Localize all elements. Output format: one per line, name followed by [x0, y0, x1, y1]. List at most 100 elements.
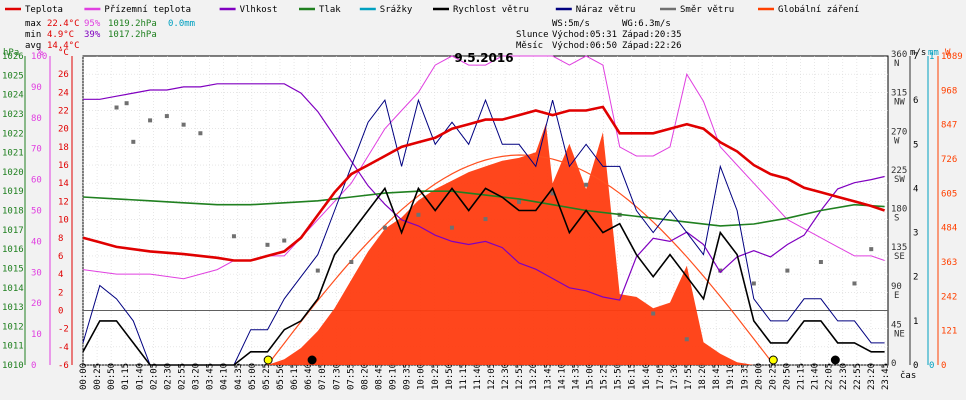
legend-label: Přízemní teplota — [104, 5, 191, 15]
direction-point — [282, 238, 287, 243]
x-tick-label: 20:25 — [768, 363, 778, 390]
direction-point — [483, 217, 488, 222]
hpa-tick-label: 1025 — [2, 71, 24, 81]
sun-rise-info: Východ:05:31 — [552, 30, 617, 40]
direction-point — [684, 337, 689, 342]
wind-tick-label: 6 — [913, 96, 918, 106]
x-tick-label: 14:10 — [557, 363, 567, 390]
x-tick-label: 11:15 — [459, 363, 469, 390]
legend-label: Teplota — [25, 5, 63, 15]
x-tick-label: 12:55 — [515, 363, 525, 390]
wind-tick-label: 7 — [913, 52, 918, 62]
direction-point — [198, 131, 203, 136]
x-tick-label: 23:45 — [881, 363, 891, 390]
humidity-tick-label: 90 — [31, 83, 42, 93]
wind-ws-info: WS:5m/s — [552, 19, 590, 29]
hpa-tick-label: 1022 — [2, 129, 24, 139]
x-tick-label: 22:30 — [839, 363, 849, 390]
direction-point — [869, 247, 874, 252]
wind-unit-label: m/s — [910, 48, 926, 58]
x-tick-label: 06:40 — [304, 363, 314, 390]
temp-tick-label: 0 — [58, 306, 63, 316]
series-tlak — [82, 190, 885, 227]
x-tick-label: 12:05 — [487, 363, 497, 390]
stat-max-press: 1019.2hPa — [108, 19, 157, 29]
x-tick-label: 05:50 — [276, 363, 286, 390]
hpa-tick-label: 1014 — [2, 284, 24, 294]
radiation-tick-label: 121 — [941, 327, 957, 337]
x-tick-label: 09:10 — [389, 363, 399, 390]
x-tick-label: 14:35 — [571, 363, 581, 390]
stat-min-press: 1017.2hPa — [108, 30, 157, 40]
x-tick-label: 23:20 — [867, 363, 877, 390]
sunset-marker — [768, 355, 778, 365]
x-tick-label: 22:55 — [853, 363, 863, 390]
legend-label: Globální záření — [778, 5, 859, 15]
radiation-tick-label: 484 — [941, 224, 957, 234]
direction-tick-label: 315 — [891, 89, 907, 99]
direction-point — [114, 105, 119, 110]
legend-label: Směr větru — [680, 5, 734, 15]
x-tick-label: 03:20 — [192, 363, 202, 390]
direction-point — [751, 281, 756, 286]
x-tick-label: 12:30 — [501, 363, 511, 390]
hpa-tick-label: 1026 — [2, 52, 24, 62]
humidity-tick-label: 20 — [31, 299, 42, 309]
x-tick-label: 10:50 — [445, 363, 455, 390]
x-tick-label: 02:55 — [177, 363, 187, 390]
x-tick-label: 05:00 — [248, 363, 258, 390]
stat-max-label: max — [25, 19, 42, 29]
direction-tick-label: 270 — [891, 127, 907, 137]
chart-title: 9.5.2016 — [454, 51, 513, 65]
hpa-unit-label: hPa — [3, 48, 19, 58]
x-tick-label: 07:55 — [346, 363, 356, 390]
temp-tick-label: 2 — [58, 288, 63, 298]
x-tick-label: 11:40 — [473, 363, 483, 390]
wind-tick-label: 0 — [913, 361, 918, 371]
direction-point — [416, 212, 421, 217]
direction-tick-label: 45 — [891, 320, 902, 330]
x-tick-label: 07:30 — [332, 363, 342, 390]
temp-tick-label: 14 — [58, 179, 69, 189]
x-tick-label: 00:50 — [107, 363, 117, 390]
temp-tick-label: 6 — [58, 252, 63, 262]
x-tick-label: 02:30 — [163, 363, 173, 390]
humidity-tick-label: 30 — [31, 268, 42, 278]
direction-point — [550, 191, 555, 196]
moon-label: Měsíc — [516, 41, 543, 51]
direction-compass-label: SW — [894, 175, 905, 185]
x-tick-label: 21:40 — [811, 363, 821, 390]
x-tick-label: 00:25 — [93, 363, 103, 390]
direction-point — [349, 260, 354, 264]
x-tick-label: 19:35 — [740, 363, 750, 390]
moon-rise-info: Východ:06:50 — [552, 41, 617, 51]
x-tick-label: 01:40 — [135, 363, 145, 390]
hpa-tick-label: 1021 — [2, 149, 24, 159]
x-tick-label: 00:00 — [79, 363, 89, 390]
hpa-tick-label: 1016 — [2, 245, 24, 255]
sun-set-info: Západ:20:35 — [622, 30, 682, 40]
hpa-tick-label: 1015 — [2, 264, 24, 274]
stat-max-rain: 0.0mm — [168, 19, 195, 29]
x-tick-label: 17:55 — [684, 363, 694, 390]
temp-tick-label: 18 — [58, 143, 69, 153]
x-tick-label: 16:15 — [628, 363, 638, 390]
direction-point — [148, 118, 153, 123]
series-globalni-zareni — [267, 123, 754, 365]
x-axis-label: čas — [900, 370, 916, 381]
radiation-tick-label: 0 — [941, 361, 946, 371]
x-tick-label: 08:45 — [374, 363, 384, 390]
wind-tick-label: 5 — [913, 140, 918, 150]
direction-point — [517, 199, 522, 204]
series-prizemni-teplota — [82, 55, 885, 280]
moon-set-info: Západ:22:26 — [622, 41, 682, 51]
rain-tick-label: 1 — [929, 52, 934, 62]
direction-point — [818, 260, 823, 264]
direction-tick-label: 180 — [891, 205, 907, 215]
hpa-tick-label: 1011 — [2, 342, 24, 352]
hpa-tick-label: 1018 — [2, 207, 24, 217]
x-tick-label: 17:30 — [670, 363, 680, 390]
moonrise-marker — [307, 355, 317, 365]
temp-unit-label: °C — [58, 48, 69, 58]
